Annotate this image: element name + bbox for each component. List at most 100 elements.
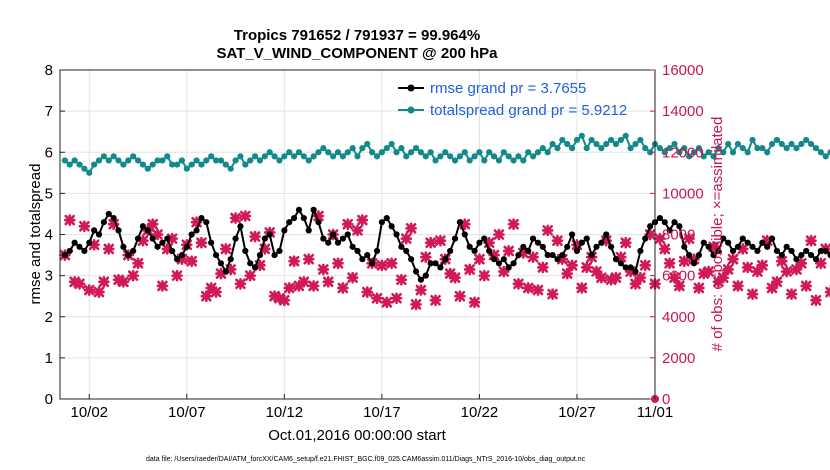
rmse-point — [261, 235, 268, 242]
obs-point — [736, 243, 749, 255]
spread-point — [203, 157, 210, 164]
spread-point — [86, 169, 93, 176]
rmse-point — [534, 239, 542, 246]
rmse-point — [715, 247, 722, 255]
spread-point — [510, 157, 517, 164]
rmse-point — [617, 260, 624, 267]
obs-point — [532, 284, 544, 296]
rmse-point — [339, 235, 346, 242]
rmse-point — [764, 243, 771, 250]
rmse-point — [578, 239, 585, 246]
spread-point — [139, 161, 147, 168]
spread-point — [427, 149, 434, 156]
obs-point — [561, 267, 574, 280]
rmse-point — [295, 206, 303, 213]
obs-point — [541, 224, 554, 237]
rmse-point — [325, 239, 332, 246]
x-tick-label: 10/17 — [363, 404, 401, 421]
right-y-tick-label: 14000 — [662, 103, 704, 120]
obs-point — [722, 263, 734, 276]
obs-point — [220, 243, 232, 255]
rmse-point — [520, 243, 527, 250]
spread-point — [534, 149, 542, 156]
spread-point — [144, 165, 151, 172]
x-tick-label: 10/12 — [266, 404, 304, 421]
rmse-point — [598, 239, 605, 246]
rmse-point — [305, 227, 312, 234]
spread-point — [349, 145, 356, 152]
rmse-point — [637, 247, 644, 255]
obs-point — [756, 259, 769, 272]
rmse-point — [330, 231, 337, 238]
rmse-point — [632, 268, 639, 275]
obs-point — [259, 243, 271, 255]
spread-point — [442, 149, 449, 156]
spread-point — [76, 161, 83, 168]
spread-point — [695, 145, 702, 152]
spread-point — [773, 136, 781, 144]
rmse-point — [154, 243, 161, 250]
obs-point — [346, 271, 359, 284]
rmse-point — [86, 239, 93, 246]
obs-point — [697, 267, 710, 280]
spread-point — [520, 157, 527, 164]
obs-point — [332, 257, 344, 270]
rmse-point — [427, 260, 434, 267]
obs-point — [210, 286, 222, 298]
obs-point — [98, 275, 110, 288]
x-tick-label: 10/07 — [168, 404, 206, 421]
obs-point — [268, 290, 281, 302]
obs-point — [498, 265, 510, 278]
obs-point — [810, 294, 822, 307]
spread-point — [417, 149, 425, 156]
obs-point — [463, 263, 476, 276]
spread-point — [734, 140, 742, 148]
spread-point — [720, 149, 727, 156]
spread-point — [247, 157, 254, 164]
rmse-point — [178, 251, 186, 259]
spread-point — [661, 149, 668, 156]
rmse-point — [115, 227, 122, 234]
rmse-point — [739, 235, 746, 242]
rmse-point — [91, 227, 98, 234]
spread-point — [725, 140, 732, 148]
rmse-point — [471, 247, 478, 255]
obs-point — [63, 214, 76, 226]
spread-point — [81, 165, 88, 172]
rmse-point — [364, 251, 371, 259]
right-y-tick-label: 8000 — [662, 227, 695, 244]
rmse-point — [690, 260, 698, 267]
rmse-point — [564, 243, 571, 250]
rmse-point — [422, 272, 429, 279]
right-y-tick-label: 6000 — [662, 268, 695, 285]
obs-point — [732, 280, 744, 292]
rmse-point — [754, 247, 761, 255]
obs-point — [678, 255, 691, 268]
obs-point — [629, 278, 642, 290]
rmse-point — [476, 239, 483, 246]
chart-title-line2: SAT_V_WIND_COMPONENT @ 200 hPa — [216, 45, 498, 62]
obs-point — [176, 253, 188, 265]
spread-point — [603, 140, 610, 148]
spread-point — [173, 161, 181, 168]
obs-point — [488, 249, 500, 261]
spread-point — [744, 149, 751, 156]
obs-point — [322, 275, 335, 288]
rmse-point — [120, 243, 127, 250]
rmse-point — [66, 247, 73, 255]
spread-point — [115, 157, 122, 164]
obs-point — [605, 273, 617, 286]
rmse-point — [744, 239, 751, 246]
spread-point — [632, 140, 639, 148]
spread-point — [403, 153, 410, 160]
obs-point — [795, 257, 808, 270]
rmse-point — [490, 256, 498, 263]
spread-point — [617, 136, 624, 144]
spread-point — [412, 145, 420, 152]
rmse-point — [237, 223, 244, 230]
obs-point — [371, 292, 383, 305]
spread-point — [125, 157, 132, 164]
rmse-point — [642, 235, 649, 242]
obs-point — [302, 253, 315, 265]
